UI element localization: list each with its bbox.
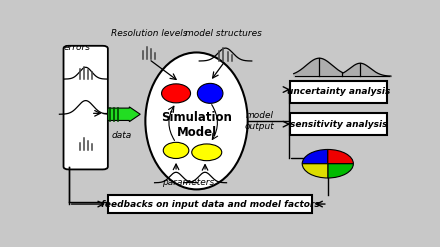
FancyBboxPatch shape (108, 195, 312, 213)
FancyBboxPatch shape (63, 46, 108, 169)
Text: model
output: model output (245, 111, 275, 131)
Wedge shape (302, 149, 328, 164)
Ellipse shape (145, 52, 248, 189)
Wedge shape (302, 164, 328, 178)
Text: feedbacks on input data and model factors: feedbacks on input data and model factor… (101, 200, 319, 208)
Ellipse shape (192, 144, 222, 161)
Wedge shape (328, 149, 353, 164)
FancyBboxPatch shape (290, 113, 388, 135)
Text: sensitivity analysis: sensitivity analysis (290, 120, 388, 129)
Ellipse shape (198, 83, 223, 103)
Text: errors: errors (64, 42, 91, 52)
Text: data: data (111, 131, 132, 140)
FancyBboxPatch shape (290, 81, 388, 103)
FancyArrow shape (108, 107, 140, 122)
Text: model structures: model structures (185, 29, 262, 38)
Text: Simulation
Model: Simulation Model (161, 111, 232, 139)
Text: parameters: parameters (162, 178, 214, 186)
Ellipse shape (163, 142, 189, 159)
Text: uncertainty analysis: uncertainty analysis (287, 87, 391, 96)
Text: Resolution levels: Resolution levels (110, 29, 187, 38)
Ellipse shape (161, 84, 191, 103)
Wedge shape (328, 164, 353, 178)
